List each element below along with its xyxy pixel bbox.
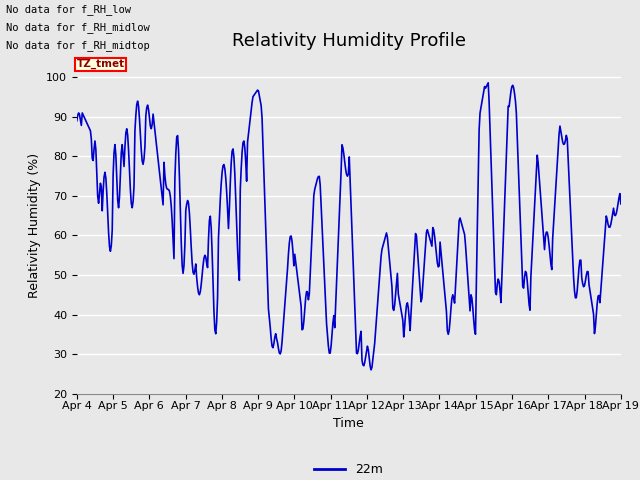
X-axis label: Time: Time: [333, 417, 364, 430]
Title: Relativity Humidity Profile: Relativity Humidity Profile: [232, 33, 466, 50]
Text: No data for f_RH_midtop: No data for f_RH_midtop: [6, 40, 150, 51]
Legend: 22m: 22m: [309, 458, 388, 480]
Text: No data for f_RH_midlow: No data for f_RH_midlow: [6, 22, 150, 33]
Y-axis label: Relativity Humidity (%): Relativity Humidity (%): [28, 153, 40, 298]
Text: TZ_tmet: TZ_tmet: [77, 59, 125, 70]
Text: No data for f_RH_low: No data for f_RH_low: [6, 4, 131, 15]
